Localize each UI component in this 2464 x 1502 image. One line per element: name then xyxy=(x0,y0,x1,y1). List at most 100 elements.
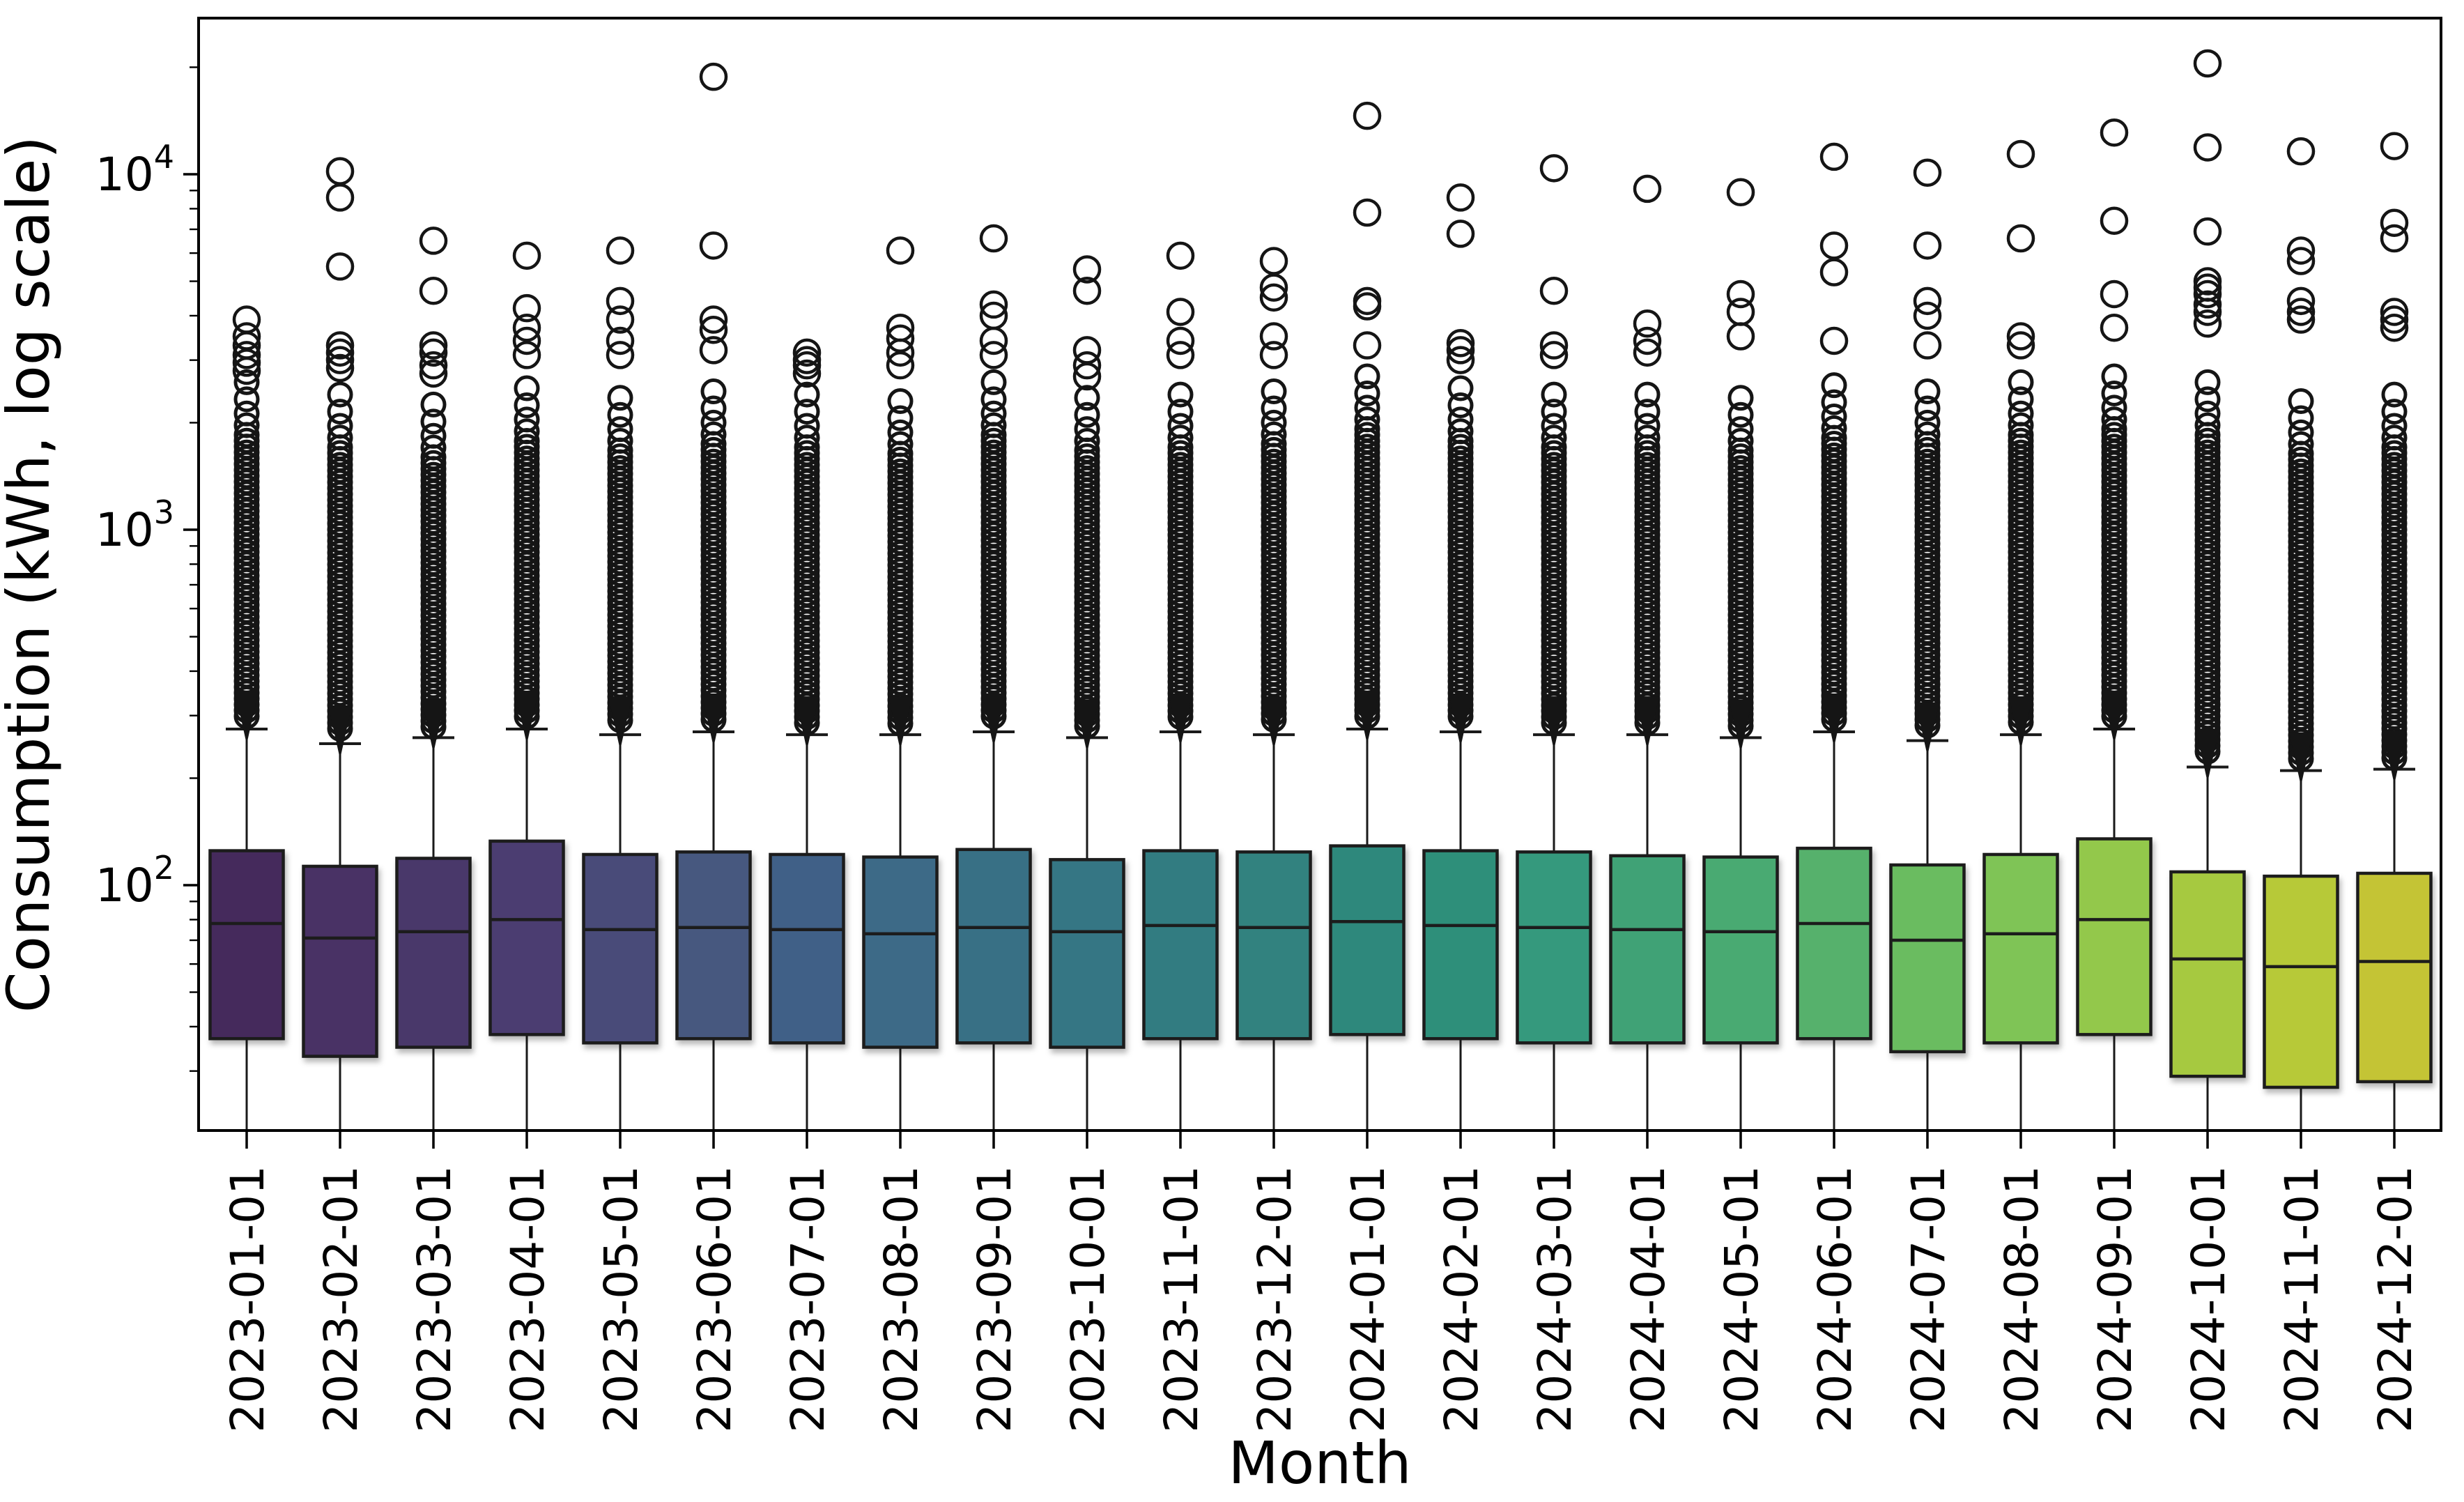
outlier-point xyxy=(1353,331,1382,360)
outlier-point xyxy=(699,231,728,260)
box-iqr xyxy=(675,850,752,1041)
flier-taper xyxy=(1262,696,1286,751)
outlier-point xyxy=(1633,338,1662,367)
outlier-point xyxy=(1913,286,1942,316)
month-group-2023-08-01 xyxy=(862,236,939,1130)
box-iqr xyxy=(1422,849,1499,1041)
outlier-point xyxy=(792,359,822,388)
box-iqr xyxy=(955,848,1032,1045)
outlier-point xyxy=(419,276,448,305)
flier-dense-band xyxy=(887,388,914,737)
outlier-point xyxy=(325,353,355,383)
flier-outliers xyxy=(2380,132,2409,342)
flier-outliers xyxy=(2006,139,2035,360)
flier-dense-band xyxy=(1634,381,1661,736)
x-tick-label: 2024-03-01 xyxy=(1528,1165,1582,1433)
outlier-point xyxy=(979,290,1008,319)
outlier-point xyxy=(1819,326,1849,355)
flier-taper xyxy=(328,705,352,760)
box-iqr xyxy=(769,852,845,1045)
outlier-point xyxy=(419,227,448,255)
outlier-point xyxy=(979,326,1008,355)
outlier-point xyxy=(1166,326,1195,355)
flier-taper xyxy=(2009,696,2033,751)
outlier-point xyxy=(2100,313,2129,342)
month-group-2024-03-01 xyxy=(1516,154,1592,1130)
month-group-2024-09-01 xyxy=(2076,118,2153,1130)
x-tick-label: 2023-09-01 xyxy=(968,1165,1022,1433)
outlier-point xyxy=(1913,158,1942,187)
box-iqr xyxy=(395,857,472,1049)
month-group-2023-01-01 xyxy=(208,305,285,1130)
flier-taper xyxy=(515,690,539,744)
outlier-point xyxy=(2286,305,2316,334)
box-iqr xyxy=(1702,855,1779,1045)
month-group-2024-11-01 xyxy=(2263,137,2339,1130)
flier-dense-band xyxy=(514,375,540,730)
box-iqr xyxy=(1142,849,1219,1041)
outlier-point xyxy=(2193,309,2222,338)
outlier-point xyxy=(1539,154,1569,183)
outlier-point xyxy=(1259,283,1288,312)
box-iqr xyxy=(582,852,659,1045)
outlier-point xyxy=(1353,286,1382,316)
x-tick-label: 2024-04-01 xyxy=(1622,1165,1675,1433)
x-tick-label: 2023-01-01 xyxy=(221,1165,275,1433)
outlier-point xyxy=(1726,178,1755,207)
outlier-point xyxy=(699,62,728,91)
flier-outliers xyxy=(699,62,728,365)
outlier-point xyxy=(2193,49,2222,78)
flier-taper xyxy=(1169,693,1192,748)
outlier-point xyxy=(2193,279,2222,309)
outlier-point xyxy=(325,338,355,367)
outlier-point xyxy=(2006,331,2035,360)
outlier-point xyxy=(2286,137,2316,166)
box-iqr xyxy=(2169,870,2246,1078)
box-iqr xyxy=(1329,844,1406,1036)
flier-taper xyxy=(1355,690,1379,744)
outlier-point xyxy=(232,341,261,369)
outlier-point xyxy=(1072,336,1102,365)
outlier-point xyxy=(512,293,541,323)
outlier-point xyxy=(1166,341,1195,369)
outlier-point xyxy=(1633,174,1662,204)
outlier-point xyxy=(1446,183,1475,212)
outlier-point xyxy=(606,286,635,316)
outlier-point xyxy=(792,338,822,367)
flier-outliers xyxy=(419,227,448,388)
flier-outliers xyxy=(1819,142,1849,355)
outlier-point xyxy=(2006,224,2035,253)
outlier-point xyxy=(2006,139,2035,169)
x-tick-label: 2023-12-01 xyxy=(1248,1165,1302,1433)
flier-dense-band xyxy=(794,381,820,736)
flier-dense-band xyxy=(1354,363,1380,730)
x-tick-label: 2024-11-01 xyxy=(2275,1165,2329,1433)
x-tick-label: 2024-10-01 xyxy=(2182,1165,2235,1433)
outlier-point xyxy=(2286,236,2316,265)
flier-taper xyxy=(2289,732,2313,786)
outlier-point xyxy=(1166,298,1195,326)
x-tick-label: 2024-08-01 xyxy=(1995,1165,2049,1433)
x-axis-label: Month xyxy=(1228,1429,1411,1497)
flier-outliers xyxy=(1633,174,1662,367)
box-iqr xyxy=(2076,837,2153,1036)
flier-taper xyxy=(608,696,632,751)
y-axis: 102 103 104 xyxy=(95,66,199,1072)
outlier-point xyxy=(2193,290,2222,319)
flier-outliers xyxy=(886,236,915,380)
outlier-point xyxy=(2286,286,2316,316)
x-tick-label: 2024-06-01 xyxy=(1808,1165,1862,1433)
outlier-point xyxy=(1259,341,1288,369)
flier-dense-band xyxy=(2381,381,2408,772)
outlier-point xyxy=(1259,247,1288,275)
flier-outliers xyxy=(1072,255,1102,391)
flier-taper xyxy=(702,693,725,748)
y-tick-label: 104 xyxy=(95,138,174,201)
flier-outliers xyxy=(1259,247,1288,369)
box-iqr xyxy=(1049,858,1125,1049)
outlier-point xyxy=(1913,331,1942,360)
x-tick-label: 2023-08-01 xyxy=(875,1165,928,1433)
outlier-point xyxy=(325,331,355,360)
box-iqr xyxy=(488,839,565,1036)
